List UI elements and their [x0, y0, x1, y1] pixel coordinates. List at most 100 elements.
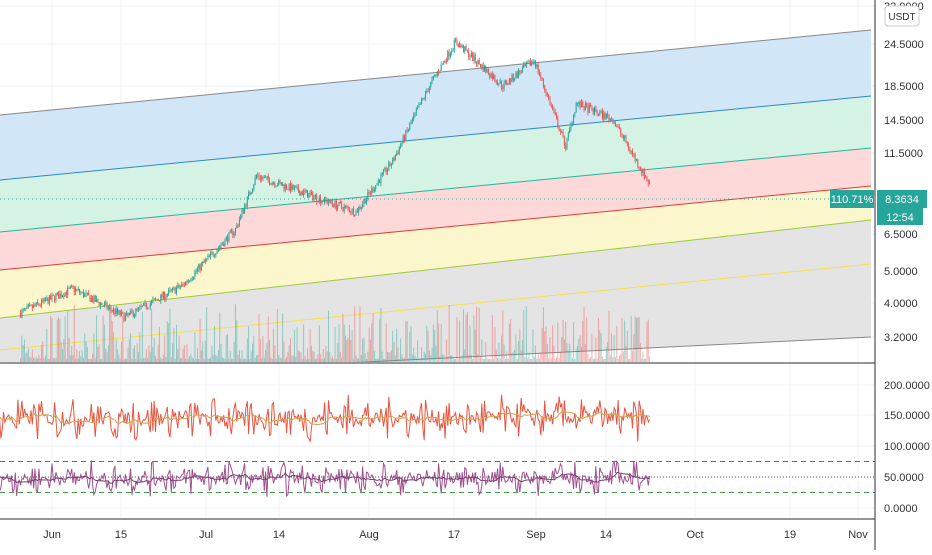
volume-bar: [397, 347, 399, 362]
volume-bar: [647, 319, 649, 362]
volume-bar: [84, 333, 86, 362]
candle-body: [81, 291, 83, 293]
volume-bar: [546, 343, 548, 362]
volume-bar: [628, 358, 630, 362]
candle-body: [511, 74, 513, 82]
band-fill: [0, 186, 871, 318]
volume-bar: [89, 358, 91, 362]
candle-body: [117, 308, 119, 313]
candle-body: [346, 206, 348, 207]
candle-body: [392, 157, 394, 165]
candles[interactable]: [20, 37, 651, 323]
volume-bar: [236, 320, 238, 362]
volume-bar: [367, 351, 369, 362]
oscillator-price-axis[interactable]: 200.0000 150.0000 100.0000 50.0000 0.000…: [884, 380, 930, 515]
volume-bar: [368, 327, 370, 362]
candle-body: [432, 76, 434, 79]
volume-bar: [20, 358, 22, 362]
candle-body: [198, 264, 200, 269]
candle-body: [377, 180, 379, 184]
volume-bar: [584, 344, 586, 362]
volume-bar: [495, 349, 497, 362]
volume-bar: [249, 359, 251, 362]
volume-bar: [360, 354, 362, 362]
candle-body: [649, 182, 651, 184]
volume-bar: [384, 358, 386, 362]
volume-bar: [386, 352, 388, 362]
price-tick: 3.2000: [884, 332, 918, 344]
currency-badge[interactable]: USDT: [884, 5, 920, 27]
volume-bar: [305, 358, 307, 362]
candle-body: [196, 268, 198, 272]
candle-body: [569, 128, 571, 133]
volume-bar: [428, 350, 430, 362]
candle-body: [317, 201, 319, 203]
volume-bar: [600, 333, 602, 362]
candle-body: [190, 280, 192, 282]
candle-body: [490, 73, 492, 78]
candle-body: [58, 292, 60, 299]
volume-bar: [162, 354, 164, 362]
volume-bar: [485, 341, 487, 362]
candle-body: [177, 284, 179, 289]
candle-body: [616, 125, 618, 127]
candle-body: [414, 112, 416, 116]
candle-body: [97, 299, 99, 303]
candle-body: [77, 289, 79, 291]
volume-bar: [284, 358, 286, 362]
volume-bar: [511, 352, 513, 362]
volume-bar: [487, 358, 489, 362]
volume-bar: [220, 343, 222, 362]
volume-bar: [440, 323, 442, 362]
candle-body: [590, 105, 592, 107]
volume-bar: [216, 356, 218, 362]
volume-bar: [141, 312, 143, 362]
volume-bar: [449, 355, 451, 362]
volume-bar: [172, 343, 174, 362]
candle-body: [164, 291, 166, 300]
volume-bar: [181, 358, 183, 362]
main-price-axis[interactable]: 32.0000 24.5000 18.5000 14.5000 11.5000 …: [884, 1, 924, 344]
candle-body: [431, 78, 433, 82]
candle-body: [373, 189, 375, 192]
oscillator-average-line: [0, 410, 650, 426]
volume-bar: [375, 358, 377, 362]
volume-bar: [563, 339, 565, 362]
candle-body: [532, 61, 534, 63]
volume-bar: [477, 354, 479, 362]
candle-body: [405, 130, 407, 141]
volume-bar: [47, 358, 49, 362]
candle-body: [314, 195, 316, 197]
volume-bar: [71, 345, 73, 362]
volume-bar: [489, 358, 491, 362]
volume-bar: [113, 332, 115, 362]
candle-body: [570, 123, 572, 129]
time-tick: 15: [115, 529, 127, 541]
candle-body: [37, 302, 39, 304]
candle-body: [347, 206, 349, 209]
volume-bar: [390, 350, 392, 362]
volume-bar: [486, 357, 488, 362]
volume-bar: [22, 344, 24, 362]
volume-bar: [527, 358, 529, 362]
candle-body: [351, 208, 353, 213]
candle-body: [155, 298, 157, 300]
time-axis[interactable]: Jun 15 Jul 14 Aug 17 Sep 14 Oct 19 Nov: [43, 529, 868, 541]
last-price-label: 8.3634: [885, 194, 919, 206]
volume-bar: [528, 352, 530, 362]
candle-body: [507, 83, 509, 85]
candle-body: [165, 296, 167, 300]
volume-bar: [381, 351, 383, 362]
candle-body: [148, 307, 150, 309]
volume-bar: [117, 349, 119, 362]
osc-tick: 0.0000: [884, 503, 918, 515]
candle-body: [388, 162, 390, 170]
volume-bar: [611, 333, 613, 362]
candle-body: [158, 300, 160, 302]
candle-body: [103, 303, 105, 306]
volume-bar: [594, 358, 596, 362]
candle-body: [502, 87, 504, 89]
volume-bar: [418, 358, 420, 362]
volume-bar: [290, 338, 292, 362]
